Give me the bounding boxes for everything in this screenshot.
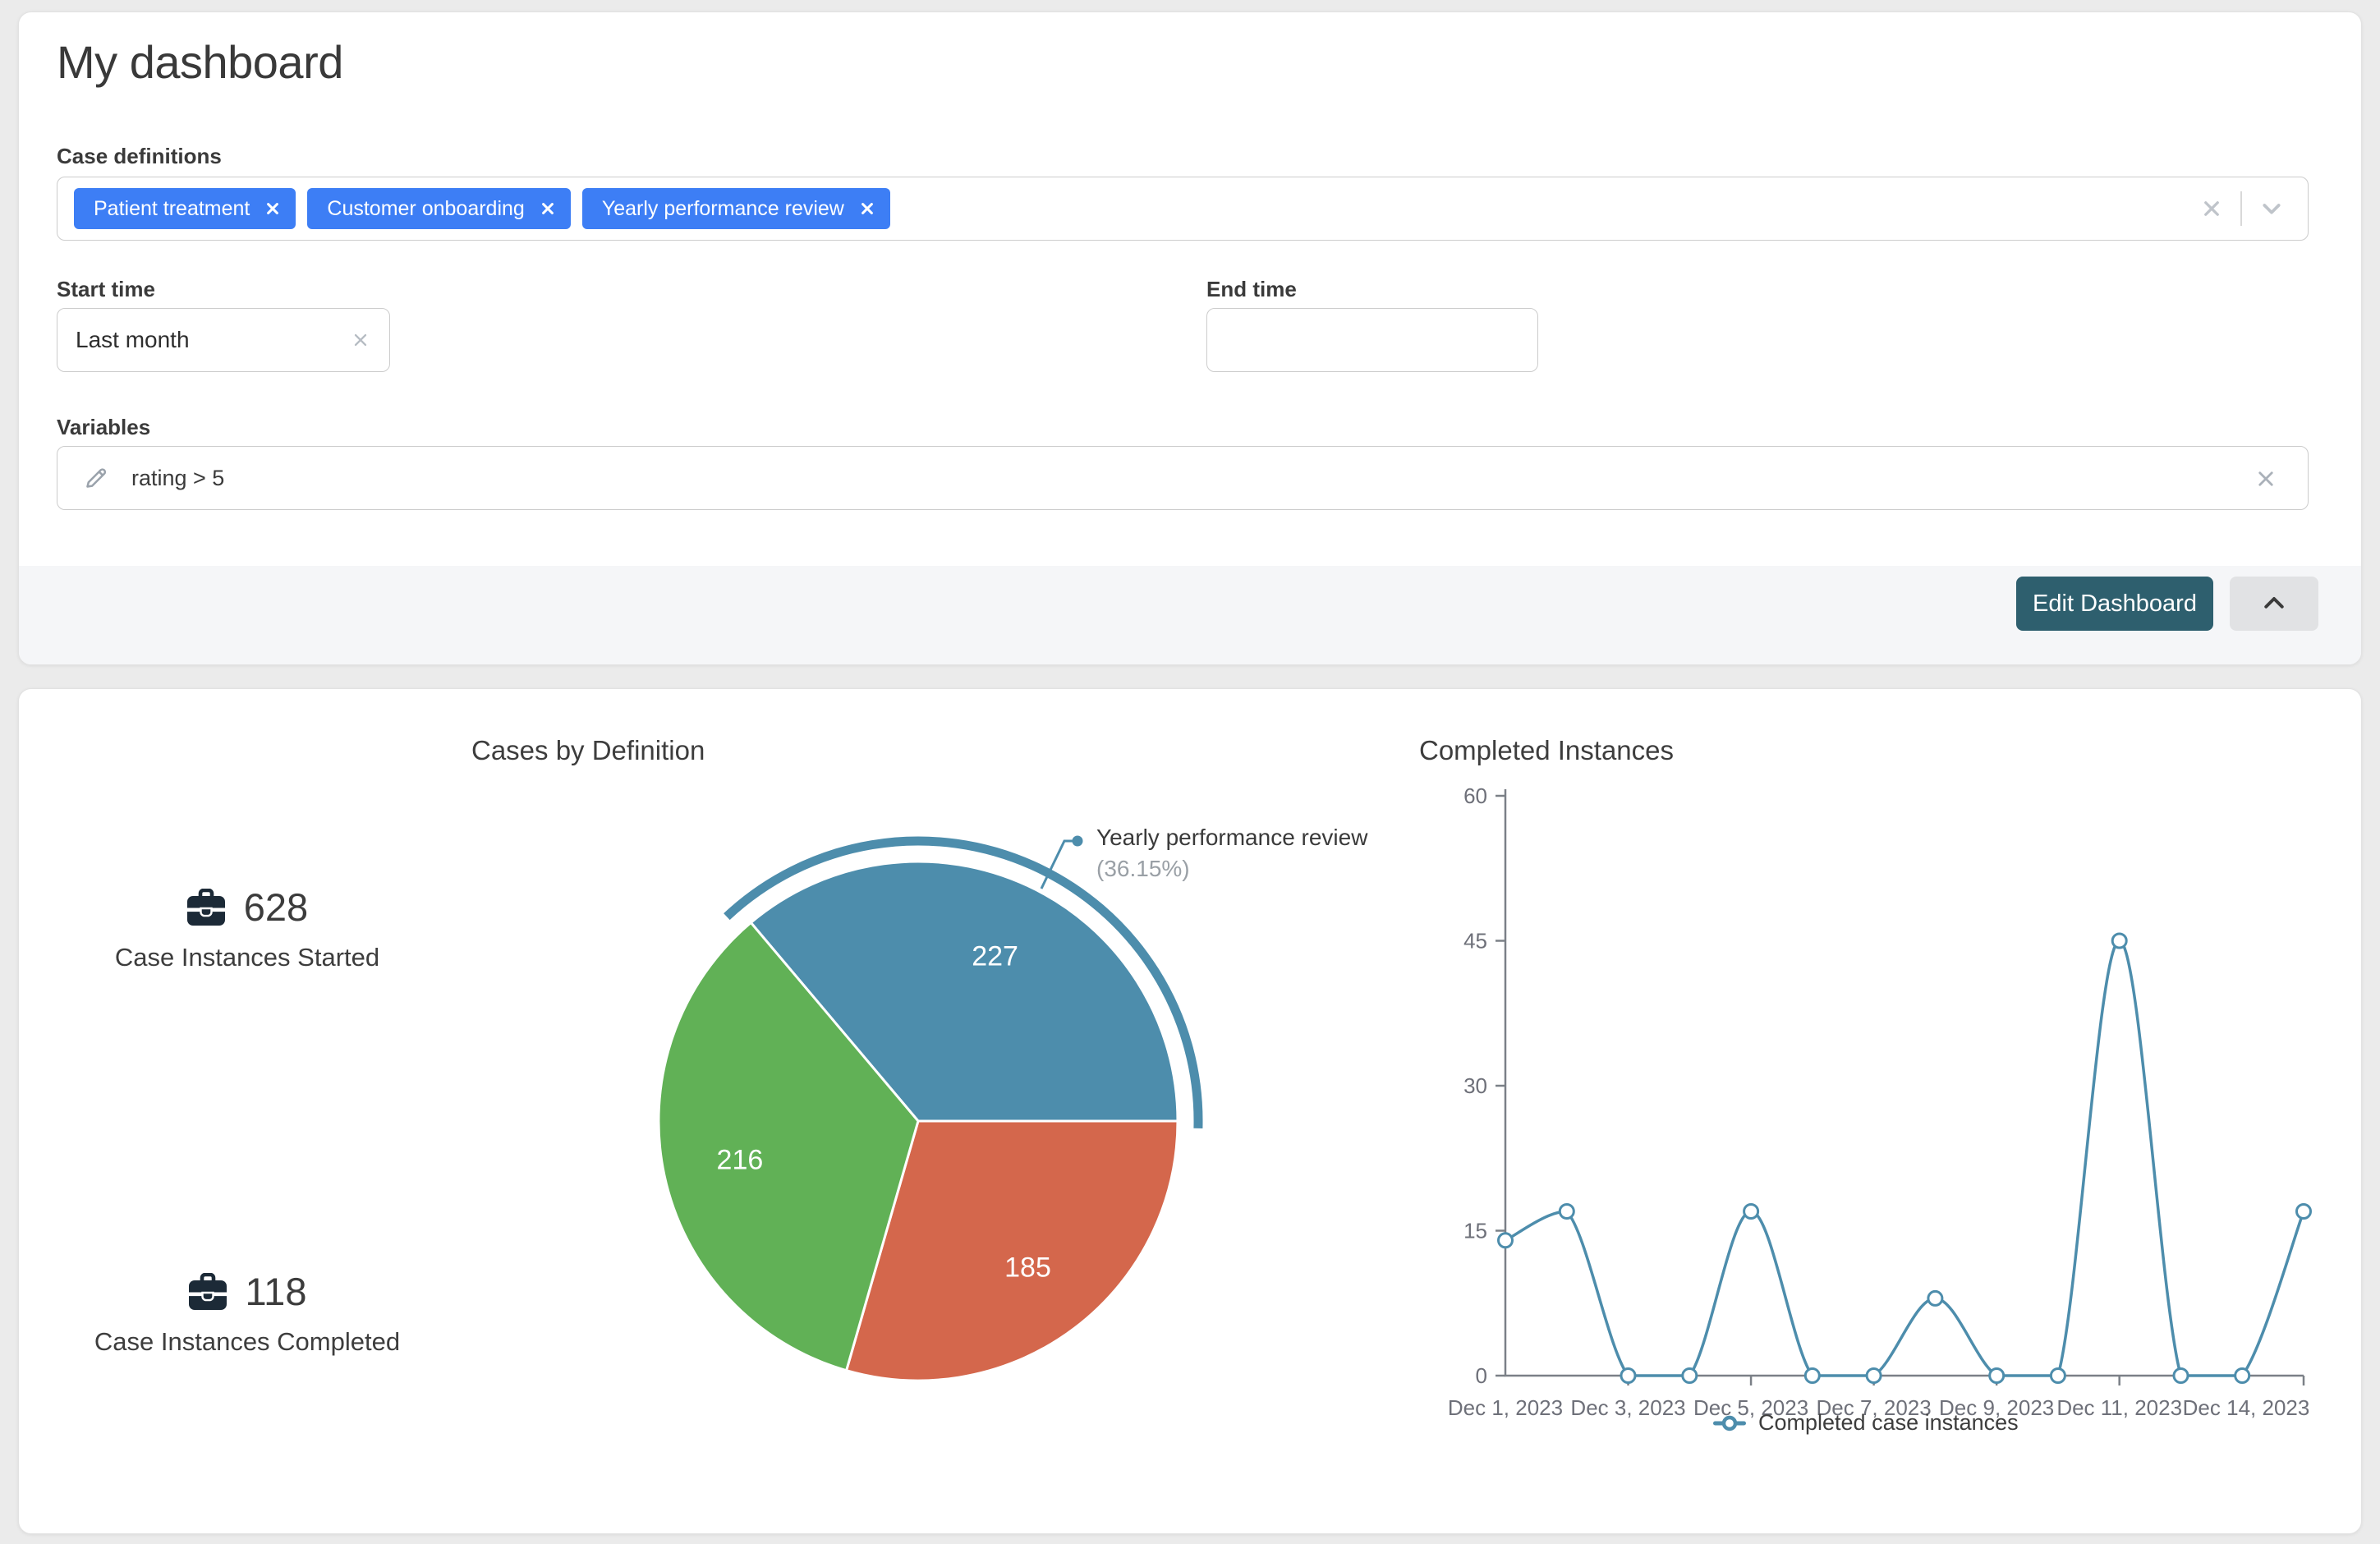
data-point-marker[interactable] bbox=[1558, 1203, 1575, 1220]
case-definition-chip[interactable]: Patient treatment bbox=[74, 188, 296, 229]
x-axis-label: Dec 11, 2023 bbox=[2056, 1395, 2182, 1420]
legend-marker bbox=[1712, 1414, 1747, 1432]
line-series bbox=[1505, 939, 2305, 1377]
chevron-down-icon[interactable] bbox=[2258, 195, 2285, 222]
y-axis-label: 60 bbox=[1463, 783, 1487, 808]
pie-chart-title: Cases by Definition bbox=[471, 735, 705, 765]
clear-case-definitions-icon[interactable] bbox=[2199, 196, 2224, 221]
callout-dot bbox=[1072, 835, 1083, 847]
data-point-marker[interactable] bbox=[2172, 1367, 2189, 1384]
stat-label: Case Instances Started bbox=[114, 943, 380, 972]
case-definitions-select[interactable]: Patient treatment Customer onboarding Year… bbox=[57, 177, 2309, 241]
chip-label: Patient treatment bbox=[94, 196, 250, 220]
legend-item-completed-case-instances[interactable]: Completed case instances bbox=[1712, 1410, 2019, 1436]
pie-slice-value: 216 bbox=[717, 1144, 764, 1175]
y-axis-label: 0 bbox=[1476, 1363, 1487, 1388]
x-axis-label: Dec 14, 2023 bbox=[2183, 1395, 2310, 1420]
variables-input[interactable]: rating > 5 bbox=[57, 446, 2309, 510]
pie-slice[interactable] bbox=[749, 860, 1179, 1123]
x-axis-label: Dec 1, 2023 bbox=[1448, 1395, 1563, 1420]
legend-label: Completed case instances bbox=[1758, 1410, 2019, 1435]
select-divider bbox=[2240, 191, 2242, 226]
remove-chip-icon[interactable] bbox=[540, 200, 556, 217]
variables-value: rating > 5 bbox=[131, 465, 225, 490]
x-axis-label: Dec 9, 2023 bbox=[1939, 1395, 2054, 1420]
callout-title: Yearly performance review bbox=[1096, 825, 1368, 850]
data-point-marker[interactable] bbox=[1743, 1203, 1760, 1220]
data-point-marker[interactable] bbox=[2234, 1367, 2251, 1384]
stat-value: 118 bbox=[245, 1270, 307, 1313]
chip-label: Yearly performance review bbox=[601, 196, 844, 220]
clear-variables-icon[interactable] bbox=[2254, 466, 2278, 491]
stat-value: 628 bbox=[243, 885, 309, 929]
select-controls bbox=[2199, 177, 2285, 240]
data-point-marker[interactable] bbox=[1803, 1367, 1821, 1384]
edit-dashboard-button[interactable]: Edit Dashboard bbox=[2016, 577, 2213, 631]
case-definition-chip[interactable]: Customer onboarding bbox=[307, 188, 571, 229]
start-time-value: Last month bbox=[76, 327, 190, 352]
data-point-marker[interactable] bbox=[2049, 1367, 2066, 1384]
data-point-marker[interactable] bbox=[1620, 1367, 1637, 1384]
remove-chip-icon[interactable] bbox=[859, 200, 875, 217]
x-axis-label: Dec 7, 2023 bbox=[1817, 1395, 1932, 1420]
callout-percent: (36.15%) bbox=[1096, 856, 1190, 881]
chip-label: Customer onboarding bbox=[327, 196, 525, 220]
end-time-input[interactable] bbox=[1206, 308, 1538, 372]
start-time-input[interactable]: Last month bbox=[57, 308, 390, 372]
clear-start-time-icon[interactable] bbox=[350, 329, 371, 351]
pie-slice[interactable] bbox=[844, 1119, 1179, 1382]
y-axis-label: 30 bbox=[1463, 1073, 1487, 1098]
chip-list: Patient treatment Customer onboarding Year… bbox=[74, 188, 890, 229]
end-time-label: End time bbox=[1206, 277, 1297, 301]
data-point-marker[interactable] bbox=[1927, 1289, 1944, 1307]
remove-chip-icon[interactable] bbox=[264, 200, 281, 217]
x-axis-label: Dec 5, 2023 bbox=[1693, 1395, 1808, 1420]
data-point-marker[interactable] bbox=[1681, 1367, 1698, 1384]
pie-highlight-ring bbox=[724, 836, 1203, 1129]
data-point-marker[interactable] bbox=[1497, 1232, 1514, 1249]
data-point-marker[interactable] bbox=[1988, 1367, 2006, 1384]
pie-slice-value: 185 bbox=[1004, 1252, 1051, 1283]
pie-slice-value: 227 bbox=[972, 941, 1018, 972]
stat-case-instances-started: 628 Case Instances Started bbox=[19, 885, 476, 972]
collapse-filters-button[interactable] bbox=[2230, 577, 2318, 631]
dashboard-card: 628 Case Instances Started 118 Case Inst… bbox=[18, 688, 2362, 1534]
y-axis-label: 15 bbox=[1463, 1219, 1487, 1243]
axis-lines bbox=[1504, 789, 2304, 1377]
filters-card: My dashboard Case definitions Patient tr… bbox=[18, 11, 2362, 665]
briefcase-icon bbox=[186, 888, 226, 926]
pencil-icon bbox=[82, 464, 110, 492]
briefcase-icon bbox=[188, 1272, 227, 1311]
line-chart-title: Completed Instances bbox=[1419, 735, 1675, 765]
data-point-marker[interactable] bbox=[2295, 1203, 2312, 1220]
charts-canvas: 227 185 216 Yearly performance review (36.15… bbox=[657, 783, 2312, 1420]
case-definitions-label: Case definitions bbox=[57, 144, 222, 168]
start-time-label: Start time bbox=[57, 277, 155, 301]
pie-slice[interactable] bbox=[657, 921, 920, 1372]
filters-footer: Edit Dashboard bbox=[19, 566, 2361, 664]
variables-label: Variables bbox=[57, 415, 151, 439]
chevron-up-icon bbox=[2259, 589, 2289, 618]
page-title: My dashboard bbox=[57, 36, 343, 88]
stat-label: Case Instances Completed bbox=[94, 1327, 401, 1356]
stat-case-instances-completed: 118 Case Instances Completed bbox=[19, 1269, 476, 1357]
x-axis-label: Dec 3, 2023 bbox=[1570, 1395, 1685, 1420]
data-point-marker[interactable] bbox=[1865, 1367, 1882, 1384]
case-definition-chip[interactable]: Yearly performance review bbox=[581, 188, 890, 229]
y-axis-label: 45 bbox=[1463, 929, 1487, 954]
data-point-marker[interactable] bbox=[2111, 932, 2128, 949]
